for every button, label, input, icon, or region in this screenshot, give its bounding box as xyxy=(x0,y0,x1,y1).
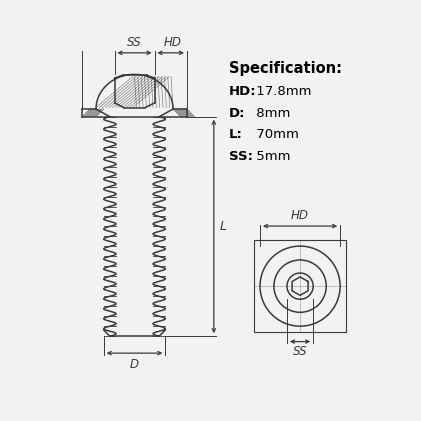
Text: 5mm: 5mm xyxy=(252,150,291,163)
Text: L: L xyxy=(220,220,227,233)
Text: Specification:: Specification: xyxy=(229,61,342,75)
Text: HD: HD xyxy=(291,209,309,222)
Text: SS:: SS: xyxy=(229,150,253,163)
Text: 17.8mm: 17.8mm xyxy=(252,85,312,98)
Text: L:: L: xyxy=(229,128,243,141)
Text: SS: SS xyxy=(293,345,307,358)
Bar xyxy=(254,240,346,332)
Text: D: D xyxy=(130,358,139,371)
Text: D:: D: xyxy=(229,107,246,120)
Text: HD:: HD: xyxy=(229,85,257,98)
Text: SS: SS xyxy=(127,36,142,49)
Text: 70mm: 70mm xyxy=(252,128,299,141)
Text: HD: HD xyxy=(163,36,181,49)
Text: 8mm: 8mm xyxy=(252,107,291,120)
